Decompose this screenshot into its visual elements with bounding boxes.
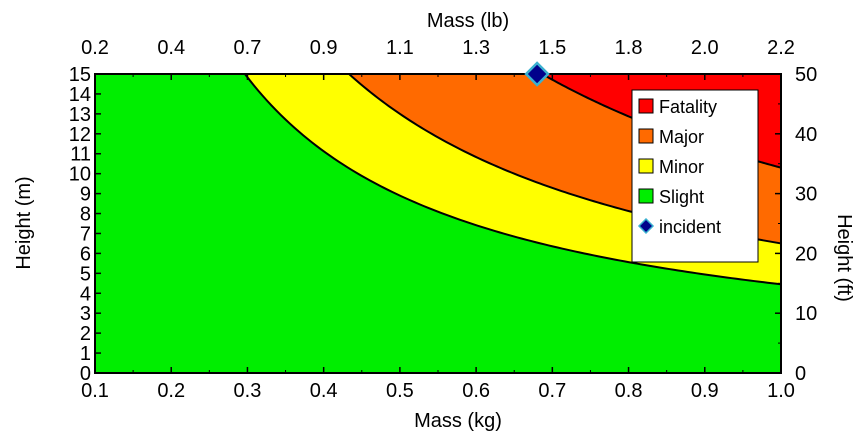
y-left-tick-label: 6 (80, 243, 91, 265)
y-right-tick-label: 0 (795, 363, 806, 385)
x-top-tick-label: 0.7 (234, 37, 262, 59)
x-top-axis-title: Mass (lb) (427, 10, 509, 32)
legend-swatch-minor (638, 158, 654, 174)
y-left-tick-label: 1 (80, 343, 91, 365)
legend-swatch-slight (638, 188, 654, 204)
x-bottom-axis-title: Mass (kg) (414, 410, 502, 432)
legend-swatch-major (638, 128, 654, 144)
y-left-tick-label: 2 (80, 323, 91, 345)
x-top-tick-label: 1.8 (615, 37, 643, 59)
y-left-tick-label: 8 (80, 204, 91, 226)
legend-swatch-fatality (638, 98, 654, 114)
legend-box (631, 89, 759, 263)
y-left-tick-label: 11 (70, 144, 91, 166)
incident-marker (524, 61, 550, 87)
x-top-tick-label: 0.2 (81, 37, 109, 59)
x-bottom-tick-label: 0.7 (538, 380, 566, 402)
legend-label-minor: Minor (659, 157, 704, 177)
legend-label-fatality: Fatality (659, 97, 717, 117)
y-left-axis-title: Height (m) (13, 176, 35, 269)
y-left-tick-label: 9 (80, 184, 91, 206)
y-left-tick-label: 3 (80, 303, 91, 325)
y-left-tick-label: 4 (80, 283, 91, 305)
axis-tick-labels: 0.1 0.2 0.3 0.4 0.5 0.6 0.7 0.8 0.9 1.0 0.2 0.4 0.7 0… (69, 37, 818, 402)
x-top-tick-label: 2.0 (691, 37, 719, 59)
legend-label-major: Major (659, 127, 704, 147)
incident-layer (524, 61, 550, 87)
legend: Fatality Major Minor Slight incident (631, 89, 759, 263)
x-top-tick-label: 2.2 (767, 37, 795, 59)
x-bottom-tick-label: 0.9 (691, 380, 719, 402)
x-bottom-tick-label: 0.2 (157, 380, 185, 402)
x-bottom-tick-label: 0.5 (386, 380, 414, 402)
x-top-tick-label: 1.1 (386, 37, 414, 59)
x-bottom-tick-label: 0.8 (615, 380, 643, 402)
x-bottom-tick-label: 0.6 (462, 380, 490, 402)
y-right-tick-label: 20 (795, 243, 817, 265)
x-top-tick-label: 1.3 (462, 37, 490, 59)
y-left-tick-label: 15 (69, 64, 91, 86)
y-right-axis-title: Height (ft) (833, 214, 855, 302)
y-left-tick-label: 0 (80, 363, 91, 385)
y-left-tick-label: 14 (69, 84, 91, 106)
y-left-tick-label: 7 (80, 223, 91, 245)
boundary-curve-1 (244, 73, 782, 286)
y-right-tick-label: 50 (795, 64, 817, 86)
y-left-tick-label: 5 (80, 263, 91, 285)
legend-label-slight: Slight (659, 187, 704, 207)
y-right-tick-label: 10 (795, 303, 817, 325)
x-top-tick-label: 1.5 (538, 37, 566, 59)
axis-ticks (94, 73, 782, 374)
x-top-tick-label: 0.4 (157, 37, 185, 59)
x-bottom-tick-label: 0.1 (81, 380, 109, 402)
x-bottom-tick-label: 0.4 (310, 380, 338, 402)
y-right-tick-label: 40 (795, 124, 817, 146)
x-bottom-tick-label: 1.0 (767, 380, 795, 402)
y-left-tick-label: 13 (69, 104, 91, 126)
legend-label-incident: incident (659, 217, 721, 237)
y-right-tick-label: 30 (795, 184, 817, 206)
x-top-tick-label: 0.9 (310, 37, 338, 59)
y-left-tick-label: 12 (69, 124, 91, 146)
x-bottom-tick-label: 0.3 (234, 380, 262, 402)
y-left-tick-label: 10 (69, 164, 91, 186)
legend-swatch-incident-icon (637, 217, 655, 235)
